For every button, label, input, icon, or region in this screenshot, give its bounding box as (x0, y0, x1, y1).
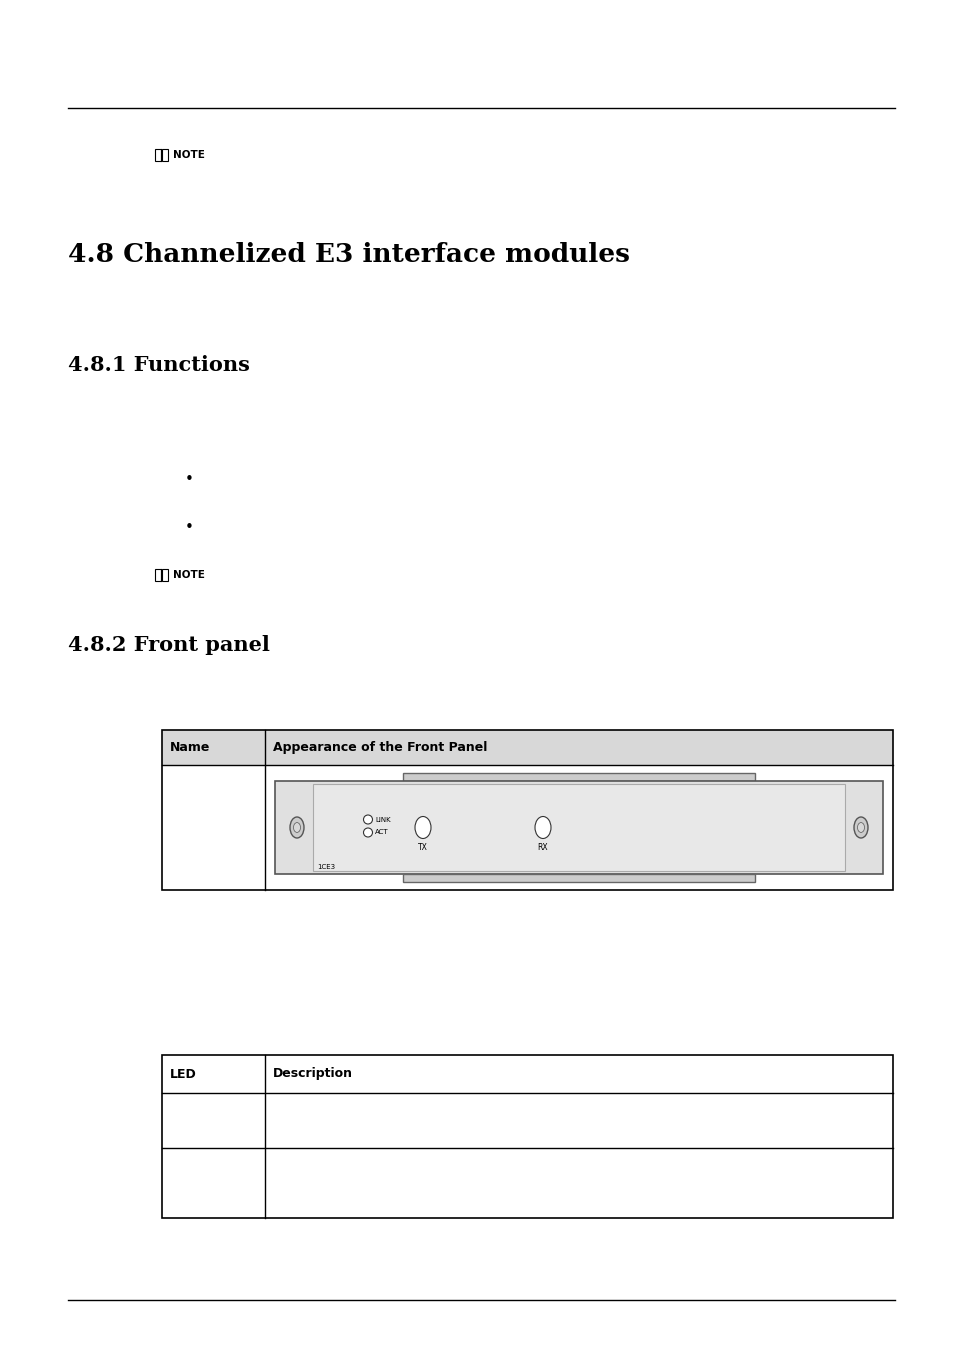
Bar (162, 1054, 892, 1094)
Text: Appearance of the Front Panel: Appearance of the Front Panel (273, 741, 487, 755)
Text: 4.8 Channelized E3 interface modules: 4.8 Channelized E3 interface modules (68, 243, 629, 267)
Bar (162, 148, 168, 161)
Text: 4.8.1 Functions: 4.8.1 Functions (68, 355, 250, 375)
Bar (162, 568, 168, 580)
Bar (274, 782, 882, 873)
Bar (162, 730, 892, 765)
Text: Description: Description (273, 1068, 353, 1080)
Ellipse shape (857, 822, 863, 833)
Bar (162, 1054, 892, 1218)
Text: RX: RX (537, 844, 548, 852)
Text: Name: Name (170, 741, 211, 755)
Ellipse shape (290, 817, 304, 838)
Ellipse shape (415, 817, 431, 838)
Ellipse shape (853, 817, 867, 838)
Bar (154, 148, 161, 161)
Text: NOTE: NOTE (172, 150, 205, 161)
Circle shape (363, 828, 372, 837)
Text: •: • (185, 472, 193, 487)
Circle shape (363, 815, 372, 824)
Bar (162, 730, 892, 890)
Bar (402, 774, 755, 782)
Text: 1CE3: 1CE3 (316, 864, 335, 869)
Bar (402, 873, 755, 882)
Bar (313, 784, 844, 871)
Ellipse shape (535, 817, 551, 838)
Text: TX: TX (417, 844, 428, 852)
Text: ACT: ACT (375, 829, 388, 836)
Ellipse shape (294, 822, 300, 833)
Text: •: • (185, 520, 193, 535)
Text: LINK: LINK (375, 817, 390, 822)
Text: NOTE: NOTE (172, 570, 205, 580)
Text: 4.8.2 Front panel: 4.8.2 Front panel (68, 634, 270, 655)
Bar (154, 568, 161, 580)
Text: LED: LED (170, 1068, 196, 1080)
